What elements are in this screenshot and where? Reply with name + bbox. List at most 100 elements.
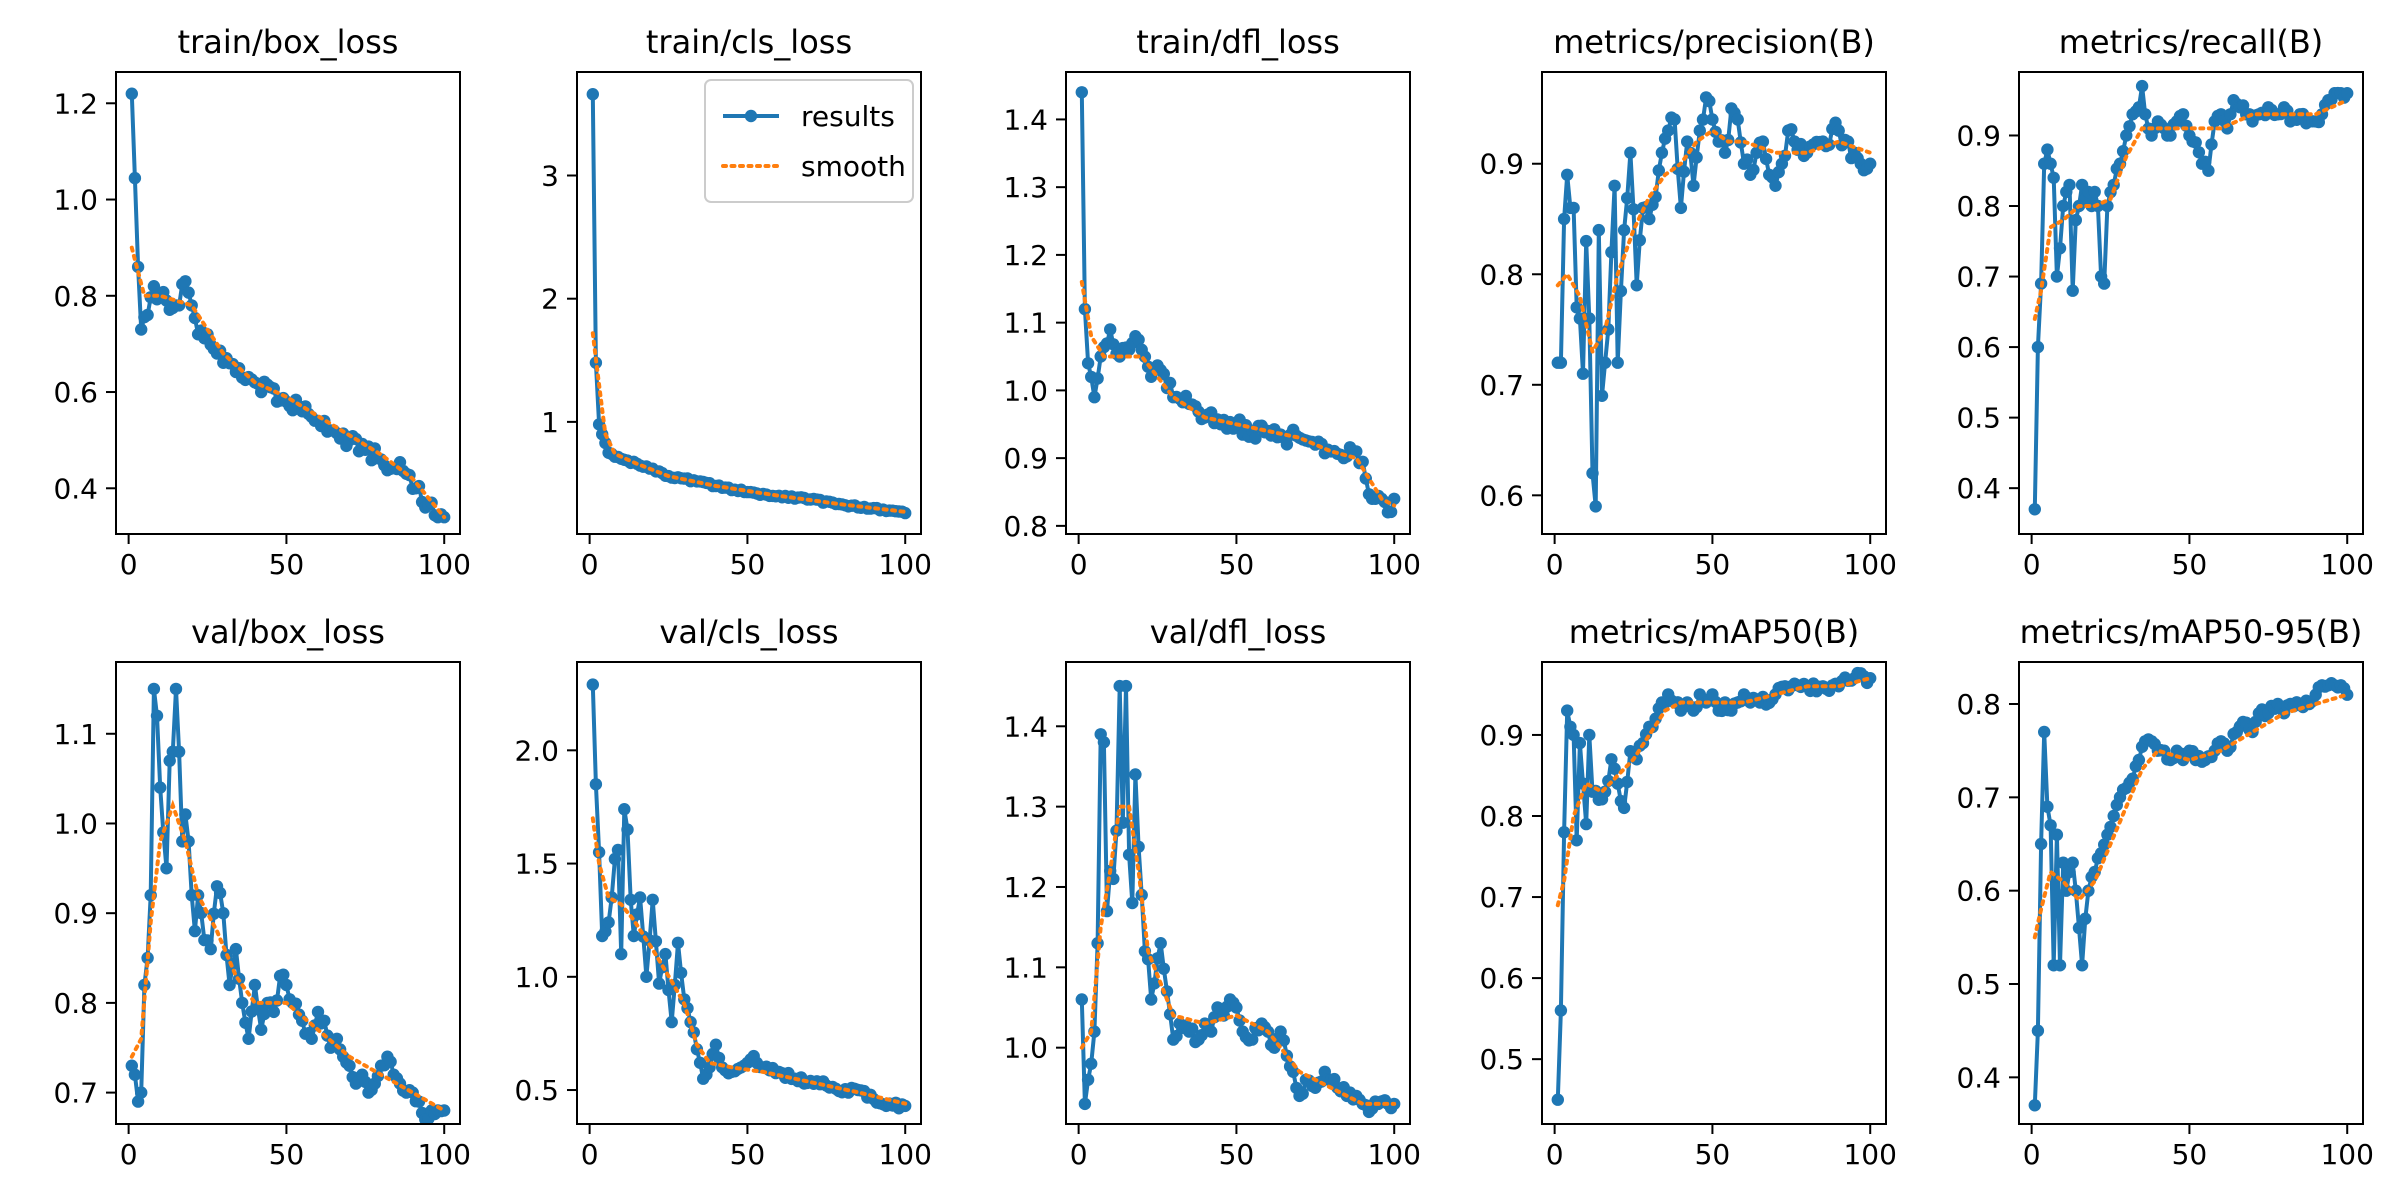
results-point — [2192, 146, 2206, 159]
results-point — [160, 862, 173, 875]
results-point — [2066, 856, 2079, 869]
results-point — [2031, 1024, 2045, 1037]
results-point — [169, 682, 183, 696]
results-point — [2116, 145, 2130, 158]
results-point — [1598, 356, 1612, 369]
y-tick-label: 1.1 — [1003, 951, 1048, 984]
results-point — [640, 970, 653, 983]
results-point — [2104, 820, 2117, 834]
legend-box — [704, 79, 914, 203]
x-tick-label: 100 — [1843, 1138, 1896, 1171]
results-point — [1249, 432, 1262, 445]
axes-frame — [1541, 71, 1887, 535]
y-tick-label: 0.8 — [1956, 190, 2001, 223]
results-point — [2205, 138, 2218, 151]
results-point — [2031, 340, 2045, 354]
results-point — [674, 966, 688, 980]
subplot-title: val/dfl_loss — [1150, 613, 1327, 651]
results-point — [1624, 146, 1637, 159]
results-point — [248, 978, 262, 992]
subplot-metrics-map50-95-b: metrics/mAP50-95(B) 0 50 100 0.4 0.5 0.6 0.7 0.8 — [1956, 613, 2373, 1171]
results-point — [1687, 179, 1700, 192]
results-point — [1145, 993, 1158, 1006]
data-area — [125, 87, 451, 524]
results-point — [2107, 809, 2120, 823]
results-point — [2057, 856, 2070, 869]
results-point — [1557, 826, 1571, 839]
results-point — [2050, 828, 2064, 841]
results-point — [1078, 1097, 1092, 1111]
results-point — [311, 1005, 325, 1019]
x-tick-label: 100 — [1367, 1138, 1420, 1171]
results-series-line — [129, 686, 445, 1122]
y-tick-label: 0.8 — [53, 987, 98, 1020]
x-tick-label: 100 — [1843, 548, 1896, 581]
subplot-title: train/box_loss — [178, 23, 399, 61]
x-tick-label: 50 — [730, 1138, 766, 1171]
results-point — [1864, 157, 1877, 170]
y-tick-label: 0.4 — [53, 472, 98, 505]
x-tick-label: 0 — [2023, 548, 2041, 581]
results-point — [1157, 367, 1171, 381]
results-point — [1567, 201, 1580, 215]
results-point — [2176, 108, 2190, 121]
subplot-train-cls-loss: train/cls_loss 0 50 100 1 2 3 results smooth — [541, 23, 932, 581]
results-point — [621, 823, 634, 836]
results-point — [1576, 367, 1590, 380]
results-point — [671, 936, 685, 949]
results-point — [586, 678, 599, 691]
y-tick-label: 0.6 — [1479, 479, 1524, 512]
results-point — [2038, 725, 2051, 739]
results-point — [2075, 959, 2089, 972]
results-point — [1681, 135, 1694, 148]
smooth-series-line — [129, 245, 447, 520]
subplot-title: metrics/mAP50-95(B) — [2020, 613, 2363, 651]
results-point — [343, 1059, 356, 1072]
smooth-series-line — [590, 816, 908, 1106]
results-point — [1621, 775, 1634, 789]
results-point — [1573, 736, 1587, 750]
results-point — [1154, 937, 1167, 950]
results-point — [2132, 753, 2146, 767]
results-point — [1129, 768, 1142, 781]
results-point — [1832, 124, 1845, 137]
results-point — [213, 886, 227, 900]
results-point — [1693, 124, 1707, 137]
results-point — [1157, 962, 1171, 975]
results-point — [1785, 123, 1798, 136]
y-tick-label: 1.0 — [53, 184, 98, 217]
axes-frame — [576, 71, 922, 535]
results-point — [602, 916, 615, 929]
results-point — [1750, 146, 1763, 159]
subplot-val-dfl-loss: val/dfl_loss 0 50 100 1.0 1.1 1.2 1.3 1.4 — [1003, 613, 1420, 1171]
y-tick-label: 1.0 — [53, 807, 98, 840]
legend: results smooth — [704, 79, 914, 203]
results-point — [1081, 1073, 1095, 1087]
results-point — [2066, 284, 2079, 297]
x-tick-label: 50 — [2172, 1138, 2208, 1171]
x-tick-label: 0 — [1546, 1138, 1564, 1171]
results-point — [2069, 213, 2082, 227]
x-tick-label: 0 — [581, 548, 599, 581]
results-point — [1621, 191, 1634, 205]
x-tick-label: 100 — [417, 1138, 470, 1171]
results-point — [2057, 199, 2070, 213]
y-tick-label: 0.6 — [1479, 962, 1524, 995]
results-point — [624, 893, 637, 906]
results-point — [1081, 357, 1095, 370]
results-point — [1151, 952, 1164, 965]
data-area — [586, 88, 912, 520]
results-point — [277, 968, 290, 981]
results-point — [2088, 185, 2101, 199]
y-tick-label: 0.9 — [1479, 719, 1524, 752]
x-tick-label: 0 — [2023, 1138, 2041, 1171]
results-point — [709, 1038, 723, 1051]
results-point — [1280, 438, 1294, 451]
axes-frame — [2018, 661, 2364, 1125]
results-point — [125, 87, 138, 100]
x-tick-label: 50 — [2172, 548, 2208, 581]
results-point — [1617, 801, 1631, 815]
x-tick-label: 50 — [1219, 1138, 1255, 1171]
results-point — [2079, 912, 2092, 925]
